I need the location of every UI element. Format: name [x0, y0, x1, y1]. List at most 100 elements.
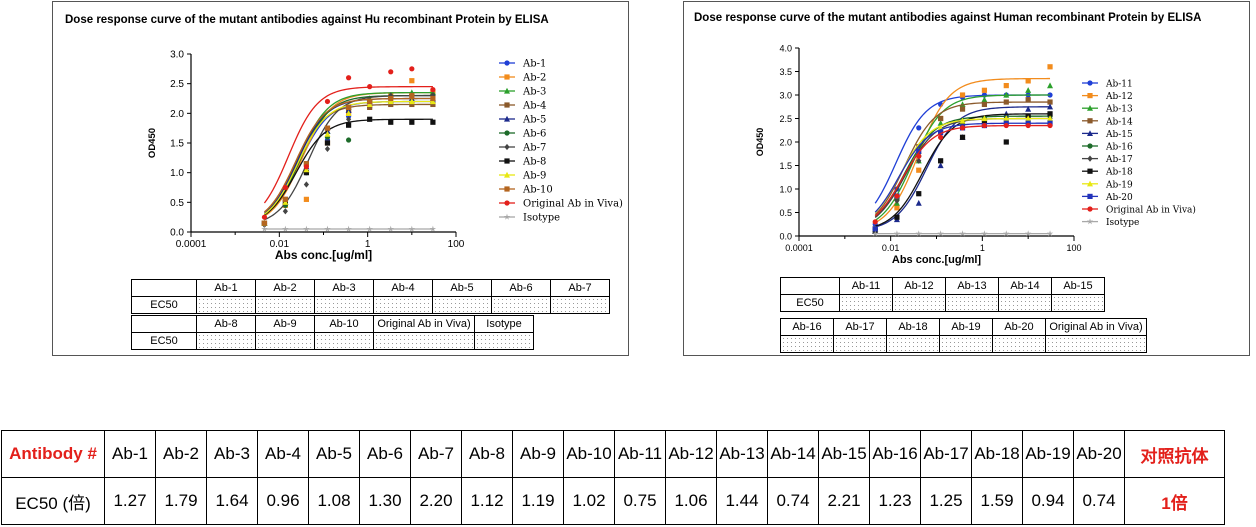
left-ec50-value-ab-5 [432, 296, 492, 314]
left-x-tick-label: 0.01 [270, 239, 290, 250]
left-ec50-value-ab-4 [373, 296, 433, 314]
right-point-original-ab-in-viva [872, 219, 878, 225]
summary-ec50-ab-13: 1.44 [716, 477, 768, 525]
left-legend-label: Original Ab in Viva) [523, 199, 623, 210]
right-point-isotype [893, 230, 901, 237]
left-y-tick-label: 1.0 [170, 168, 184, 179]
left-point-original-ab-in-viva [367, 84, 373, 90]
right-legend-label: Isotype [1106, 218, 1139, 228]
right-legend-marker [1087, 168, 1093, 174]
left-ec50-header-ab-2: Ab-2 [255, 279, 315, 297]
summary-ec50-ab-20: 0.74 [1073, 477, 1125, 525]
left-legend-marker [504, 200, 510, 206]
right-point-ab-13 [1003, 91, 1010, 98]
left-ec50-header-ab-7: Ab-7 [550, 279, 610, 297]
right-point-original-ab-in-viva [938, 134, 944, 140]
left-point-ab-10 [409, 92, 415, 99]
left-series-group [261, 66, 437, 232]
right-point-original-ab-in-viva [959, 125, 966, 131]
left-point-ab-10 [282, 196, 288, 202]
left-point-original-ab-in-viva [324, 98, 331, 105]
right-point-ab-12 [916, 167, 922, 173]
right-curve-ab-13 [874, 94, 1051, 221]
right-point-ab-19 [959, 117, 966, 124]
right-curve-ab-12 [874, 77, 1051, 224]
left-legend-item: Ab-5 [499, 115, 546, 126]
right-legend-label: Ab-12 [1105, 92, 1133, 102]
left-y-tick-label: 3.0 [170, 50, 184, 61]
right-point-ab-19 [1047, 115, 1054, 122]
left-series-original-ab-in-viva [261, 66, 436, 220]
left-point-ab-9 [366, 101, 373, 108]
summary-ec50-ab-8: 1.12 [461, 477, 513, 525]
right-series-ab-16 [872, 113, 1053, 232]
right-legend-item: Isotype [1082, 218, 1139, 228]
summary-header-ab-6: Ab-6 [359, 430, 411, 478]
left-point-ab-8 [367, 116, 373, 122]
right-chart-panel: Dose response curve of the mutant antibo… [683, 1, 1250, 356]
right-ec50-value-ab-18 [886, 335, 940, 353]
right-point-ab-14 [1047, 99, 1053, 105]
left-point-ab-4 [367, 104, 373, 110]
left-y-tick-label: 2.0 [170, 109, 184, 120]
left-chart-title: Dose response curve of the mutant antibo… [65, 14, 549, 26]
left-legend-item: Ab-8 [499, 157, 546, 168]
right-ec50-value-ab-17 [833, 335, 887, 353]
left-legend-marker [504, 74, 510, 80]
left-point-original-ab-in-viva [282, 184, 288, 191]
right-ec50-value-ab-12 [892, 294, 946, 312]
left-point-isotype [429, 225, 437, 232]
left-point-original-ab-in-viva [261, 214, 268, 220]
left-point-original-ab-in-viva [409, 66, 415, 72]
left-ec50-header-ab-1: Ab-1 [196, 279, 256, 297]
summary-ec50-ab-15: 2.21 [818, 477, 870, 525]
right-point-ab-19 [1003, 115, 1010, 122]
summary-header-ab-11: Ab-11 [614, 430, 666, 478]
right-point-ab-18 [1003, 139, 1009, 145]
right-point-original-ab-in-viva [1025, 122, 1031, 129]
left-point-ab-4 [388, 101, 394, 108]
right-chart-title: Dose response curve of the mutant antibo… [694, 12, 1202, 24]
right-series-ab-12 [872, 64, 1053, 232]
left-ec50-value-ab-6 [491, 296, 551, 314]
right-legend-label: Ab-18 [1105, 168, 1133, 178]
left-legend-item: Ab-4 [499, 101, 546, 112]
summary-header-ab-16: Ab-16 [869, 430, 921, 478]
left-point-ab-9 [303, 166, 310, 173]
right-ec50-value-ab-13 [945, 294, 999, 312]
left-legend-marker [504, 102, 510, 108]
summary-header-ab-14: Ab-14 [767, 430, 819, 478]
right-legend-label: Ab-16 [1105, 143, 1133, 153]
right-legend-item: Ab-13 [1082, 105, 1133, 115]
right-legend-label: Ab-17 [1105, 155, 1133, 165]
right-point-ab-20 [872, 226, 878, 232]
summary-header-ab-10: Ab-10 [563, 430, 615, 478]
left-x-tick-label: 100 [448, 239, 465, 250]
right-ec50-header-ab-14: Ab-14 [998, 277, 1052, 295]
ec50-summary-table: Antibody # Ab-1 Ab-2 Ab-3 Ab-4 Ab-5 Ab-6 Ab-7 A… [1, 430, 1225, 525]
left-ec50-corner [131, 279, 197, 297]
left-point-isotype [387, 225, 394, 232]
right-point-original-ab-in-viva [916, 153, 922, 159]
right-x-tick-label: 0.01 [882, 243, 900, 253]
right-y-tick-label: 4.0 [779, 44, 792, 54]
right-legend-marker [1087, 80, 1093, 86]
right-point-isotype [981, 230, 988, 237]
right-point-ab-14 [1003, 99, 1009, 105]
left-point-isotype [408, 225, 416, 232]
right-ec50-header-ab-11: Ab-11 [839, 277, 893, 295]
left-point-ab-4 [430, 101, 436, 108]
right-point-ab-20 [916, 148, 922, 154]
left-point-ab-9 [324, 130, 331, 137]
right-axes: 0.0 0.5 1.0 1.5 2.0 2.5 3.0 3.5 4.0 0.0001 0.01 1 10… [779, 44, 1081, 254]
left-point-ab-7 [303, 181, 309, 188]
left-legend-item: Ab-3 [499, 87, 546, 98]
ec50-row-label: EC50 (倍) [1, 477, 105, 525]
left-legend-item: Ab-2 [499, 73, 546, 84]
left-ec50-value-isotype [474, 332, 534, 350]
right-ec50-header-ab-17: Ab-17 [833, 318, 887, 336]
left-point-ab-10 [388, 95, 394, 102]
right-ec50-table-row1: Ab-11 Ab-12 Ab-13 Ab-14 Ab-15 EC50 [780, 277, 1105, 312]
right-legend-marker [1087, 180, 1093, 187]
right-legend-marker [1087, 155, 1093, 162]
